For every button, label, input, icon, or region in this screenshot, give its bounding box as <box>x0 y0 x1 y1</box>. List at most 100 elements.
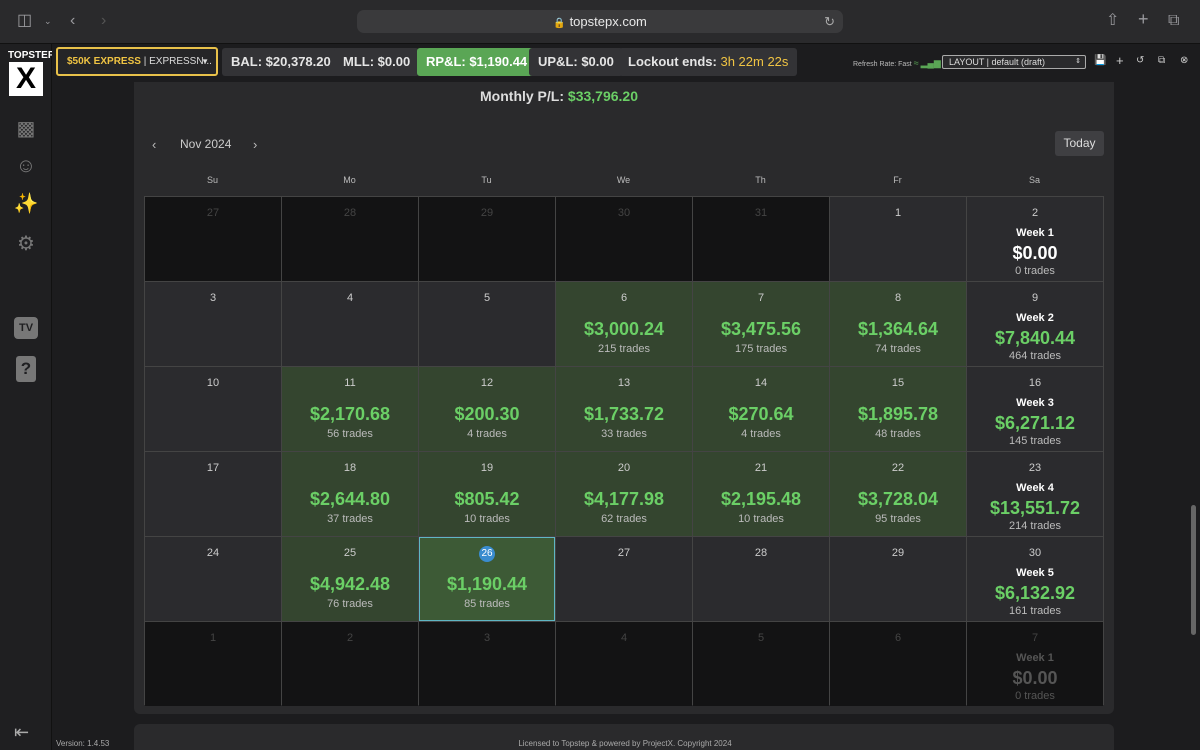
account-selector[interactable]: $50K EXPRESS | EXPRESSN... ▼ <box>56 47 218 76</box>
chart-candles-icon[interactable]: ▩ <box>16 118 36 140</box>
day-cell[interactable]: 4 <box>556 622 692 706</box>
day-cell[interactable]: 27 <box>556 537 692 621</box>
day-cell[interactable]: 28 <box>693 537 829 621</box>
day-cell[interactable]: 24 <box>145 537 281 621</box>
day-trades: 85 trades <box>464 598 510 610</box>
day-trades: 175 trades <box>735 343 787 355</box>
day-cell[interactable]: 1 <box>145 622 281 706</box>
day-number: 24 <box>206 547 220 559</box>
week-summary-cell[interactable]: 7 Week 1 $0.00 0 trades <box>967 622 1103 706</box>
day-cell[interactable]: 13 $1,733.72 33 trades <box>556 367 692 451</box>
week-summary-cell[interactable]: 23 Week 4 $13,551.72 214 trades <box>967 452 1103 536</box>
week-title: Week 5 <box>1016 567 1054 579</box>
day-cell[interactable]: 26 $1,190.44 85 trades <box>419 537 555 621</box>
back-icon[interactable]: ‹ <box>70 12 76 29</box>
day-cell[interactable]: 7 $3,475.56 175 trades <box>693 282 829 366</box>
day-cell[interactable]: 20 $4,177.98 62 trades <box>556 452 692 536</box>
caret-down-icon: ▼ <box>201 57 209 66</box>
chevron-down-icon[interactable]: ⌄ <box>44 16 52 26</box>
day-cell[interactable]: 31 <box>693 197 829 281</box>
day-number: 6 <box>620 292 628 304</box>
week-trades: 464 trades <box>1009 350 1061 362</box>
day-cell[interactable]: 5 <box>419 282 555 366</box>
realized-pl-stat: RP&L: $1,190.44 <box>417 48 537 76</box>
day-number: 29 <box>480 207 494 219</box>
day-cell[interactable]: 12 $200.30 4 trades <box>419 367 555 451</box>
add-icon[interactable]: + <box>1116 53 1124 68</box>
help-icon[interactable]: ? <box>16 356 36 382</box>
day-cell[interactable]: 29 <box>419 197 555 281</box>
day-trades: 37 trades <box>327 513 373 525</box>
day-cell[interactable]: 1 <box>830 197 966 281</box>
restore-window-icon[interactable]: ⧉ <box>1158 55 1166 66</box>
undo-icon[interactable]: ↺ <box>1136 55 1145 66</box>
day-number: 15 <box>891 377 905 389</box>
day-cell[interactable]: 11 $2,170.68 56 trades <box>282 367 418 451</box>
url-bar[interactable]: 🔒 topstepx.com ↻ <box>357 10 843 33</box>
day-cell[interactable]: 27 <box>145 197 281 281</box>
forward-icon[interactable]: › <box>101 12 107 29</box>
weekday-label: Sa <box>1028 175 1040 185</box>
day-number: 10 <box>206 377 220 389</box>
prev-month-icon[interactable]: ‹ <box>152 137 157 152</box>
select-arrows-icon: ⇕ <box>1075 58 1081 65</box>
week-title: Week 4 <box>1016 482 1054 494</box>
day-cell[interactable]: 21 $2,195.48 10 trades <box>693 452 829 536</box>
day-cell[interactable]: 15 $1,895.78 48 trades <box>830 367 966 451</box>
analytics-sparkle-icon[interactable]: ✨ <box>13 193 39 215</box>
day-cell[interactable]: 30 <box>556 197 692 281</box>
layout-select-value: LAYOUT | default (draft) <box>949 57 1046 67</box>
day-cell[interactable]: 3 <box>145 282 281 366</box>
layout-select[interactable]: LAYOUT | default (draft) ⇕ <box>942 55 1086 69</box>
logout-icon[interactable]: ⇤ <box>14 722 30 742</box>
week-summary-cell[interactable]: 2 Week 1 $0.00 0 trades <box>967 197 1103 281</box>
today-button[interactable]: Today <box>1055 131 1104 156</box>
url-text: topstepx.com <box>569 14 647 29</box>
day-cell[interactable]: 8 $1,364.64 74 trades <box>830 282 966 366</box>
day-cell[interactable]: 17 <box>145 452 281 536</box>
day-number: 28 <box>754 547 768 559</box>
day-cell[interactable]: 6 <box>830 622 966 706</box>
account-sub: EXPRESSN... <box>149 56 212 67</box>
day-cell[interactable]: 25 $4,942.48 76 trades <box>282 537 418 621</box>
gear-icon[interactable]: ⚙ <box>17 233 35 255</box>
week-trades: 161 trades <box>1009 605 1061 617</box>
day-cell[interactable]: 6 $3,000.24 215 trades <box>556 282 692 366</box>
reload-icon[interactable]: ↻ <box>824 14 835 29</box>
day-number: 20 <box>617 462 631 474</box>
day-cell[interactable]: 29 <box>830 537 966 621</box>
day-cell[interactable]: 2 <box>282 622 418 706</box>
day-cell[interactable]: 14 $270.64 4 trades <box>693 367 829 451</box>
sidebar-toggle-icon[interactable]: ◫ <box>17 12 33 29</box>
day-cell[interactable]: 28 <box>282 197 418 281</box>
day-cell[interactable]: 10 <box>145 367 281 451</box>
footer-text: Licensed to Topstep & powered by Project… <box>518 739 732 748</box>
week-summary-cell[interactable]: 16 Week 3 $6,271.12 145 trades <box>967 367 1103 451</box>
scrollbar[interactable] <box>1191 505 1196 635</box>
day-trades: 74 trades <box>875 343 921 355</box>
wifi-icon: ≈ <box>913 58 919 68</box>
day-cell[interactable]: 4 <box>282 282 418 366</box>
day-cell[interactable]: 5 <box>693 622 829 706</box>
week-summary-cell[interactable]: 9 Week 2 $7,840.44 464 trades <box>967 282 1103 366</box>
day-number: 19 <box>480 462 494 474</box>
users-icon[interactable]: ☺ <box>15 155 37 177</box>
day-number: 5 <box>757 632 765 644</box>
day-trades: 76 trades <box>327 598 373 610</box>
tv-icon[interactable]: TV <box>14 317 38 339</box>
day-number: 22 <box>891 462 905 474</box>
day-cell[interactable]: 3 <box>419 622 555 706</box>
day-cell[interactable]: 22 $3,728.04 95 trades <box>830 452 966 536</box>
day-cell[interactable]: 18 $2,644.80 37 trades <box>282 452 418 536</box>
share-icon[interactable]: ⇧ <box>1106 12 1120 29</box>
day-number: 12 <box>480 377 494 389</box>
week-summary-cell[interactable]: 30 Week 5 $6,132.92 161 trades <box>967 537 1103 621</box>
next-month-icon[interactable]: › <box>253 137 258 152</box>
day-number: 11 <box>344 377 356 389</box>
close-icon[interactable]: ⊗ <box>1180 55 1189 66</box>
day-cell[interactable]: 19 $805.42 10 trades <box>419 452 555 536</box>
lock-icon: 🔒 <box>553 18 566 29</box>
save-icon[interactable]: 💾 <box>1094 55 1107 66</box>
tabs-overview-icon[interactable]: ⧉ <box>1168 12 1180 29</box>
new-tab-icon[interactable]: + <box>1138 9 1149 29</box>
